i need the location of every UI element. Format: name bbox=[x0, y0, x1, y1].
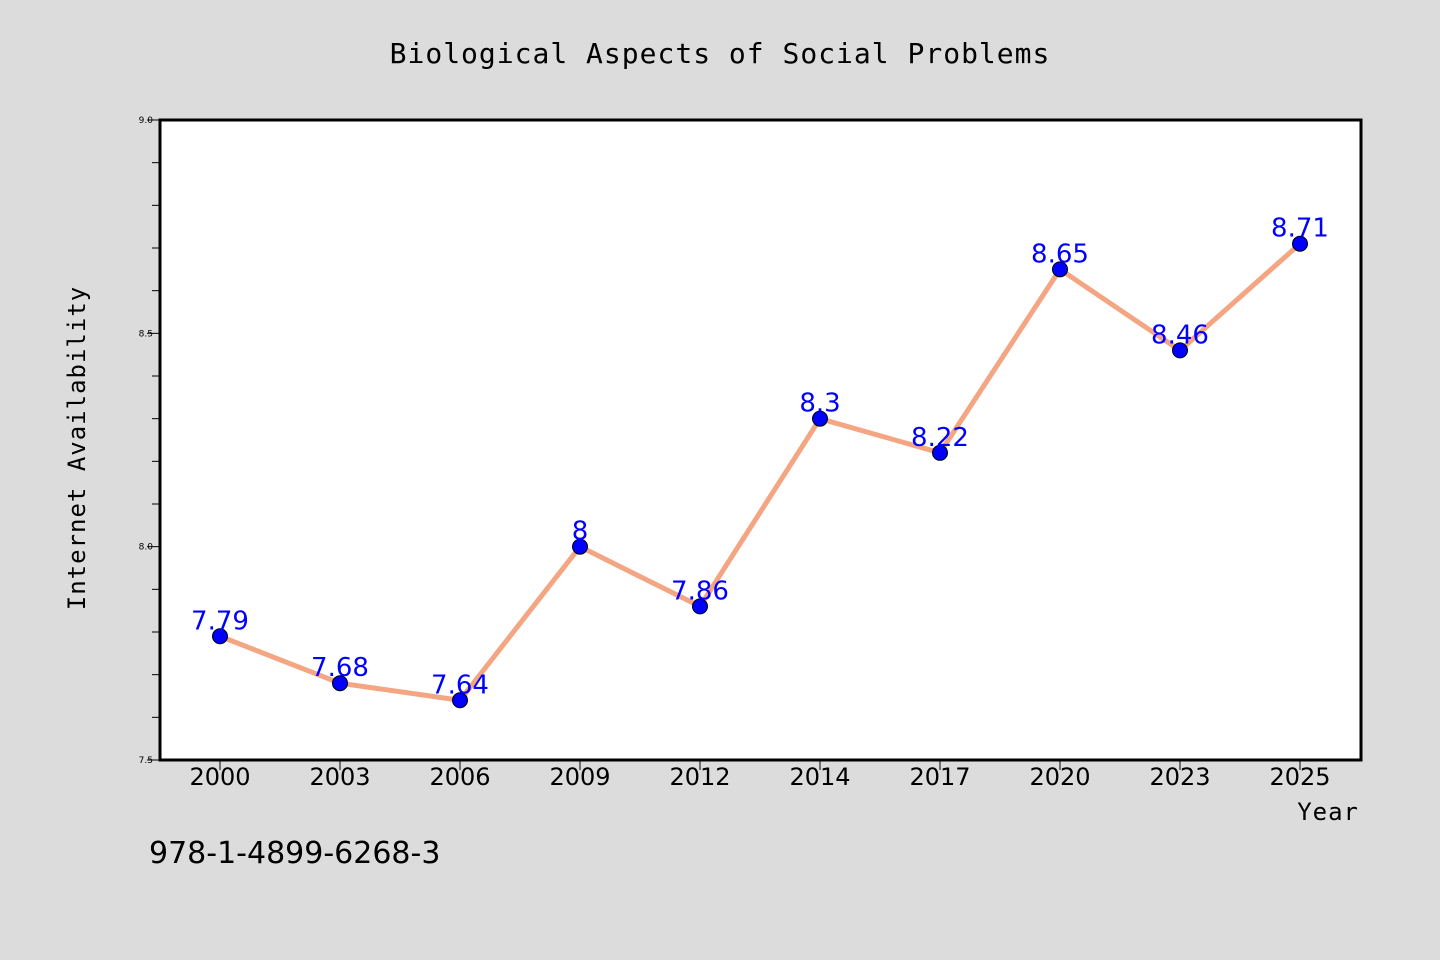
data-label: 7.64 bbox=[431, 670, 489, 700]
x-axis-label: Year bbox=[1297, 798, 1359, 826]
x-tick-label: 2009 bbox=[549, 763, 610, 791]
y-tick-label: 8.5 bbox=[139, 329, 153, 339]
data-label: 8.46 bbox=[1151, 320, 1209, 350]
x-tick-label: 2020 bbox=[1029, 763, 1090, 791]
data-point bbox=[1052, 261, 1068, 278]
y-axis-label: Internet Availability bbox=[63, 286, 91, 610]
data-point bbox=[332, 675, 348, 692]
y-axis: 7.5 8.0 8.5 9.0 bbox=[139, 116, 159, 766]
data-label-layer: 7.79 7.68 7.64 8 7.86 8.3 8.22 8.65 8.46 8.71 bbox=[191, 214, 1329, 701]
y-tick-label: 7.5 bbox=[139, 756, 153, 766]
x-tick-label: 2017 bbox=[909, 763, 970, 791]
marker-layer bbox=[212, 235, 1308, 709]
data-label: 8.71 bbox=[1271, 214, 1329, 244]
plot-area bbox=[158, 118, 1363, 762]
data-label: 8.65 bbox=[1031, 239, 1089, 269]
data-point bbox=[452, 692, 468, 709]
x-tick-label: 2003 bbox=[309, 763, 370, 791]
data-point bbox=[572, 538, 588, 555]
data-point bbox=[932, 444, 948, 461]
x-tick-label: 2006 bbox=[429, 763, 490, 791]
x-tick-label: 2000 bbox=[189, 763, 250, 791]
x-axis: 2000 2003 2006 2009 2012 2014 2017 2020 2023 2025 bbox=[189, 761, 1331, 791]
x-tick-label: 2014 bbox=[789, 763, 850, 791]
y-tick-label: 8.0 bbox=[139, 543, 154, 553]
data-point bbox=[812, 410, 828, 427]
x-tick-label: 2012 bbox=[669, 763, 730, 791]
x-tick-label: 2025 bbox=[1269, 763, 1330, 791]
data-point bbox=[692, 598, 708, 615]
data-point bbox=[212, 628, 228, 645]
data-label: 8.3 bbox=[799, 389, 840, 419]
data-label: 7.68 bbox=[311, 653, 369, 683]
series-layer bbox=[217, 241, 1303, 703]
y-tick-label: 9.0 bbox=[139, 116, 154, 126]
data-label: 8.22 bbox=[911, 423, 969, 453]
data-point bbox=[1292, 235, 1308, 252]
series-line bbox=[217, 241, 1303, 703]
x-tick-label: 2023 bbox=[1149, 763, 1210, 791]
chart-title: Biological Aspects of Social Problems bbox=[390, 37, 1051, 70]
data-label: 8 bbox=[572, 517, 589, 547]
data-label: 7.79 bbox=[191, 606, 249, 636]
data-label: 7.86 bbox=[671, 576, 729, 606]
data-point bbox=[1172, 342, 1188, 359]
isbn-text: 978-1-4899-6268-3 bbox=[149, 836, 441, 871]
